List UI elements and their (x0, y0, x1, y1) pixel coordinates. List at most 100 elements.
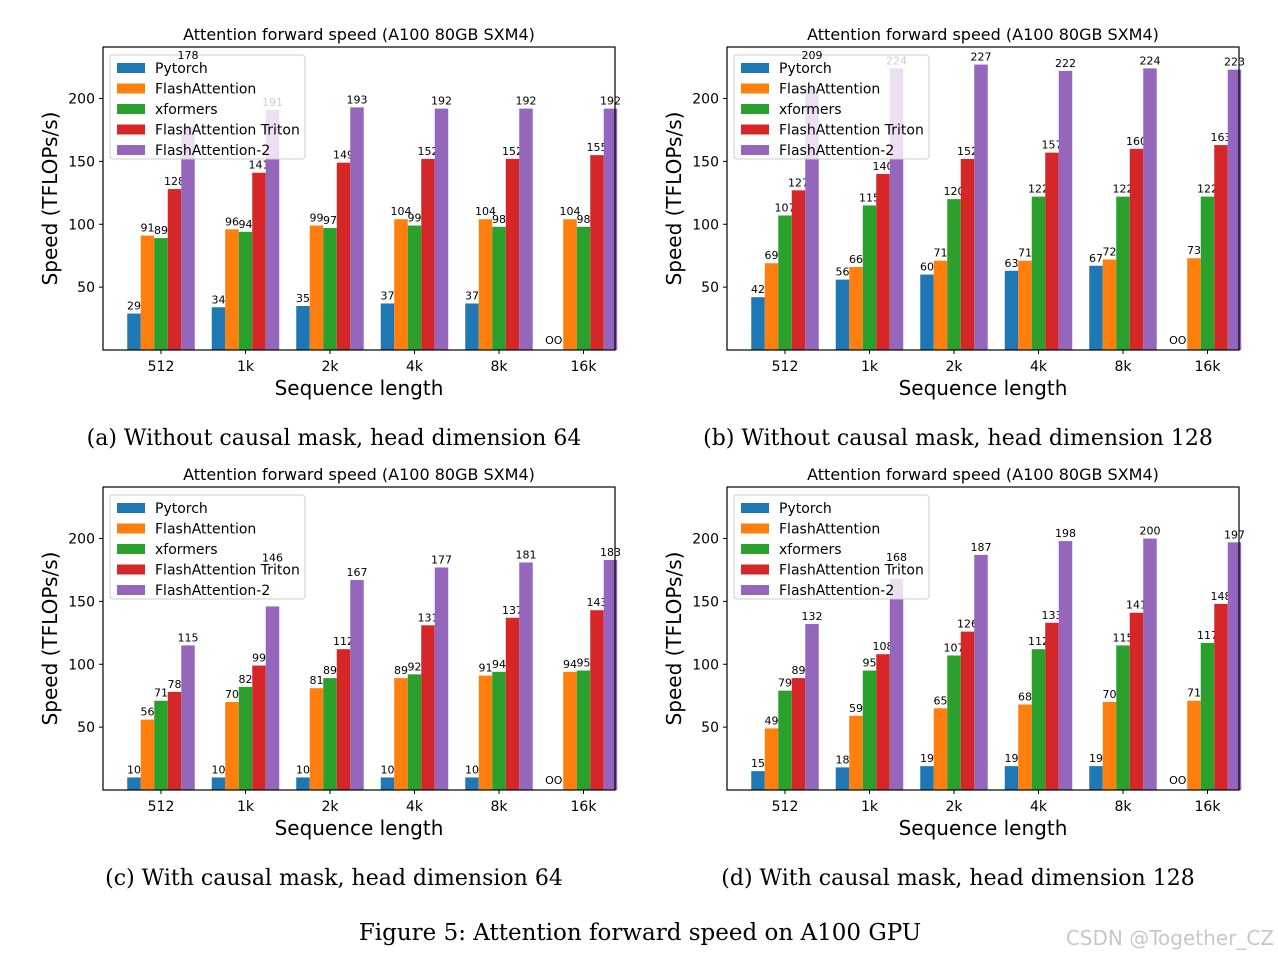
bar-value-label: 19 (920, 752, 934, 765)
bar (492, 671, 506, 790)
bar-value-label: 112 (333, 635, 354, 648)
bar (563, 219, 577, 350)
bar (309, 225, 324, 350)
legend-swatch (741, 585, 769, 595)
bar (505, 158, 520, 350)
bar-value-label: 96 (225, 215, 239, 228)
bar (181, 645, 195, 790)
bar-value-label: 67 (1089, 252, 1103, 265)
bar-value-label: 29 (127, 300, 141, 313)
bar (576, 670, 591, 790)
legend-swatch (117, 104, 145, 114)
bar (350, 580, 364, 790)
legend-label: FlashAttention (155, 522, 256, 538)
bar (1089, 766, 1103, 790)
legend-label: FlashAttention-2 (155, 583, 270, 599)
bar (1004, 766, 1019, 790)
bar (167, 691, 182, 790)
bar (296, 305, 310, 350)
bar-value-label: 37 (465, 289, 479, 302)
bar-value-label: 152 (957, 145, 978, 158)
x-tick-label: 512 (772, 359, 799, 375)
bar (407, 674, 422, 790)
bar (889, 578, 904, 790)
bar-value-label: 49 (765, 714, 779, 727)
legend: Pytorch FlashAttention xformers FlashAttent… (733, 54, 930, 160)
bar (394, 219, 408, 350)
bar-value-label: 223 (1224, 56, 1245, 69)
bar-value-label: 63 (1004, 257, 1018, 270)
bar-value-label: 141 (248, 159, 269, 172)
bar-value-label: 70 (225, 688, 239, 701)
y-tick-label: 200 (68, 532, 95, 548)
bar (519, 562, 533, 790)
bar (394, 678, 408, 790)
legend-label: FlashAttention Triton (779, 563, 924, 579)
bar (590, 610, 604, 790)
bar-value-label: 99 (309, 212, 323, 225)
x-tick-label: 16k (571, 359, 598, 375)
bar-value-label: 107 (943, 641, 964, 654)
y-tick-label: 150 (692, 154, 719, 170)
bar (181, 126, 195, 351)
bar (252, 172, 266, 350)
bar-value-label: 152 (502, 145, 523, 158)
bar-value-label: 177 (431, 553, 452, 566)
subfigure-caption: (c) With causal mask, head dimension 64 (105, 866, 563, 891)
legend-box (733, 54, 930, 160)
bar (764, 263, 779, 350)
legend-swatch (741, 83, 769, 94)
x-tick-label: 2k (321, 799, 339, 815)
bar-value-label: 34 (211, 293, 225, 306)
bar (751, 771, 765, 790)
legend-swatch (117, 124, 145, 135)
bar (1214, 145, 1228, 350)
legend-swatch (117, 83, 145, 94)
bar-value-label: 94 (492, 658, 506, 671)
bar-value-label: 104 (390, 205, 411, 218)
bar (778, 215, 792, 350)
legend-box (109, 494, 306, 600)
x-tick-label: 8k (490, 359, 508, 375)
chart-title: Attention forward speed (A100 80GB SXM4) (807, 25, 1159, 44)
bar-value-label: 82 (238, 673, 252, 686)
bar-value-label: 92 (407, 660, 421, 673)
bar (323, 678, 337, 790)
bar (1129, 612, 1144, 790)
y-tick-label: 150 (692, 594, 719, 610)
bar-value-label: 68 (1018, 691, 1032, 704)
bar-value-label: 104 (559, 205, 580, 218)
bar (407, 225, 422, 350)
chart-title: Attention forward speed (A100 80GB SXM4) (183, 25, 535, 44)
bar-value-label: 108 (872, 640, 893, 653)
bar (1031, 649, 1046, 790)
chart-title: Attention forward speed (A100 80GB SXM4) (183, 465, 535, 484)
y-tick-label: 100 (68, 217, 95, 233)
bar-value-label: 163 (1210, 131, 1231, 144)
bar-value-label: 132 (802, 610, 823, 623)
bar-value-label: 133 (1041, 609, 1062, 622)
x-tick-label: 4k (406, 359, 424, 375)
bar-value-label: 72 (1102, 245, 1116, 258)
bar-value-label: 192 (515, 95, 536, 108)
bar-value-label: 183 (600, 546, 621, 559)
bar (1187, 700, 1201, 790)
legend-swatch (117, 145, 145, 155)
bar (1004, 270, 1019, 350)
bar-value-label: 71 (154, 687, 168, 700)
bar-value-label: 149 (333, 149, 354, 162)
bar-value-label: 168 (886, 551, 907, 564)
bar-value-label: 160 (1126, 135, 1147, 148)
bar (1227, 542, 1242, 790)
bar (805, 624, 819, 790)
bar (835, 767, 850, 790)
bar (947, 655, 961, 790)
bar-value-label: 148 (1210, 590, 1231, 603)
bar-value-label: 131 (417, 611, 438, 624)
bar-value-label: 19 (1089, 752, 1103, 765)
bar (1129, 148, 1144, 350)
bar-value-label: 79 (778, 677, 792, 690)
bar-value-label: 65 (933, 694, 947, 707)
